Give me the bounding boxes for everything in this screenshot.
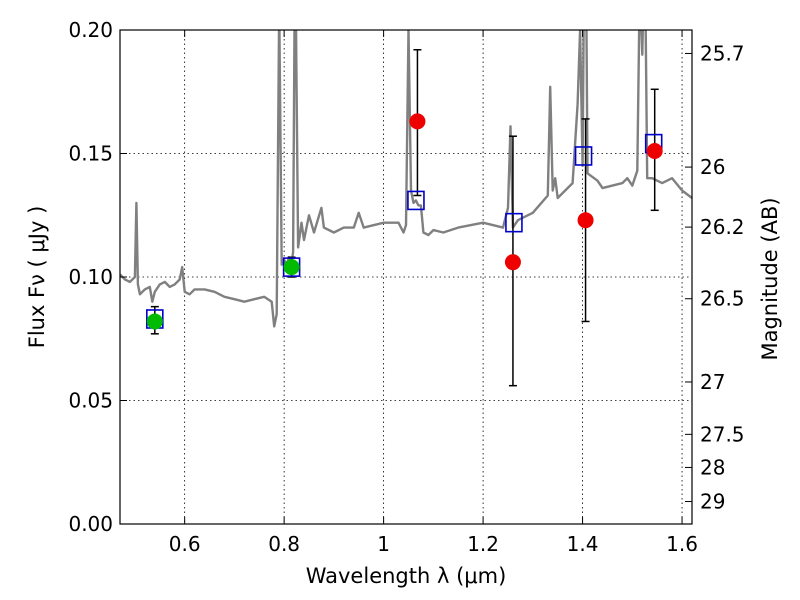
y-tick-label: 0.00 [68, 512, 113, 536]
x-tick-label: 1 [377, 532, 390, 556]
mag-tick-label: 25.7 [700, 41, 745, 65]
mag-tick-label: 26 [700, 155, 725, 179]
y-tick-label: 0.15 [68, 142, 113, 166]
plot-area [120, 30, 692, 328]
mag-tick-label: 28 [700, 455, 725, 479]
observed-points [146, 113, 663, 330]
y-axis-right-label: Magnitude (AB) [758, 197, 782, 360]
mag-tick-label: 27.5 [700, 422, 745, 446]
y-tick-label: 0.05 [68, 389, 113, 413]
x-tick-label: 1.2 [467, 532, 499, 556]
mag-tick-label: 26.5 [700, 287, 745, 311]
grid-lines [120, 30, 692, 524]
x-tick-label: 0.6 [169, 532, 201, 556]
x-axis-label: Wavelength λ (μm) [306, 564, 507, 588]
observed-point [146, 313, 163, 330]
model-photometry-box [505, 212, 523, 233]
y-tick-label: 0.20 [68, 18, 113, 42]
mag-tick-label: 29 [700, 490, 725, 514]
observed-point [646, 143, 663, 160]
model-photometry-box [407, 190, 425, 211]
observed-point [577, 212, 594, 229]
x-axis: 0.6 0.8 1 1.2 1.4 1.6 [169, 30, 698, 556]
observed-point [409, 113, 426, 130]
x-tick-label: 1.4 [567, 532, 599, 556]
observed-point [504, 254, 521, 271]
y-tick-label: 0.10 [68, 265, 113, 289]
y-axis-left: 0.00 0.05 0.10 0.15 0.20 [68, 18, 127, 536]
model-photometry-box [574, 146, 593, 166]
x-tick-label: 1.6 [666, 532, 698, 556]
mag-tick-label: 26.2 [700, 215, 745, 239]
y-axis-right: 25.7 26 26.2 26.5 27 27.5 28 29 [685, 41, 745, 514]
observed-point [283, 259, 300, 276]
model-spectrum-line [120, 30, 692, 328]
mag-tick-label: 27 [700, 370, 725, 394]
y-axis-label: Flux Fν ( μJy ) [25, 206, 49, 349]
x-tick-label: 0.8 [268, 532, 300, 556]
